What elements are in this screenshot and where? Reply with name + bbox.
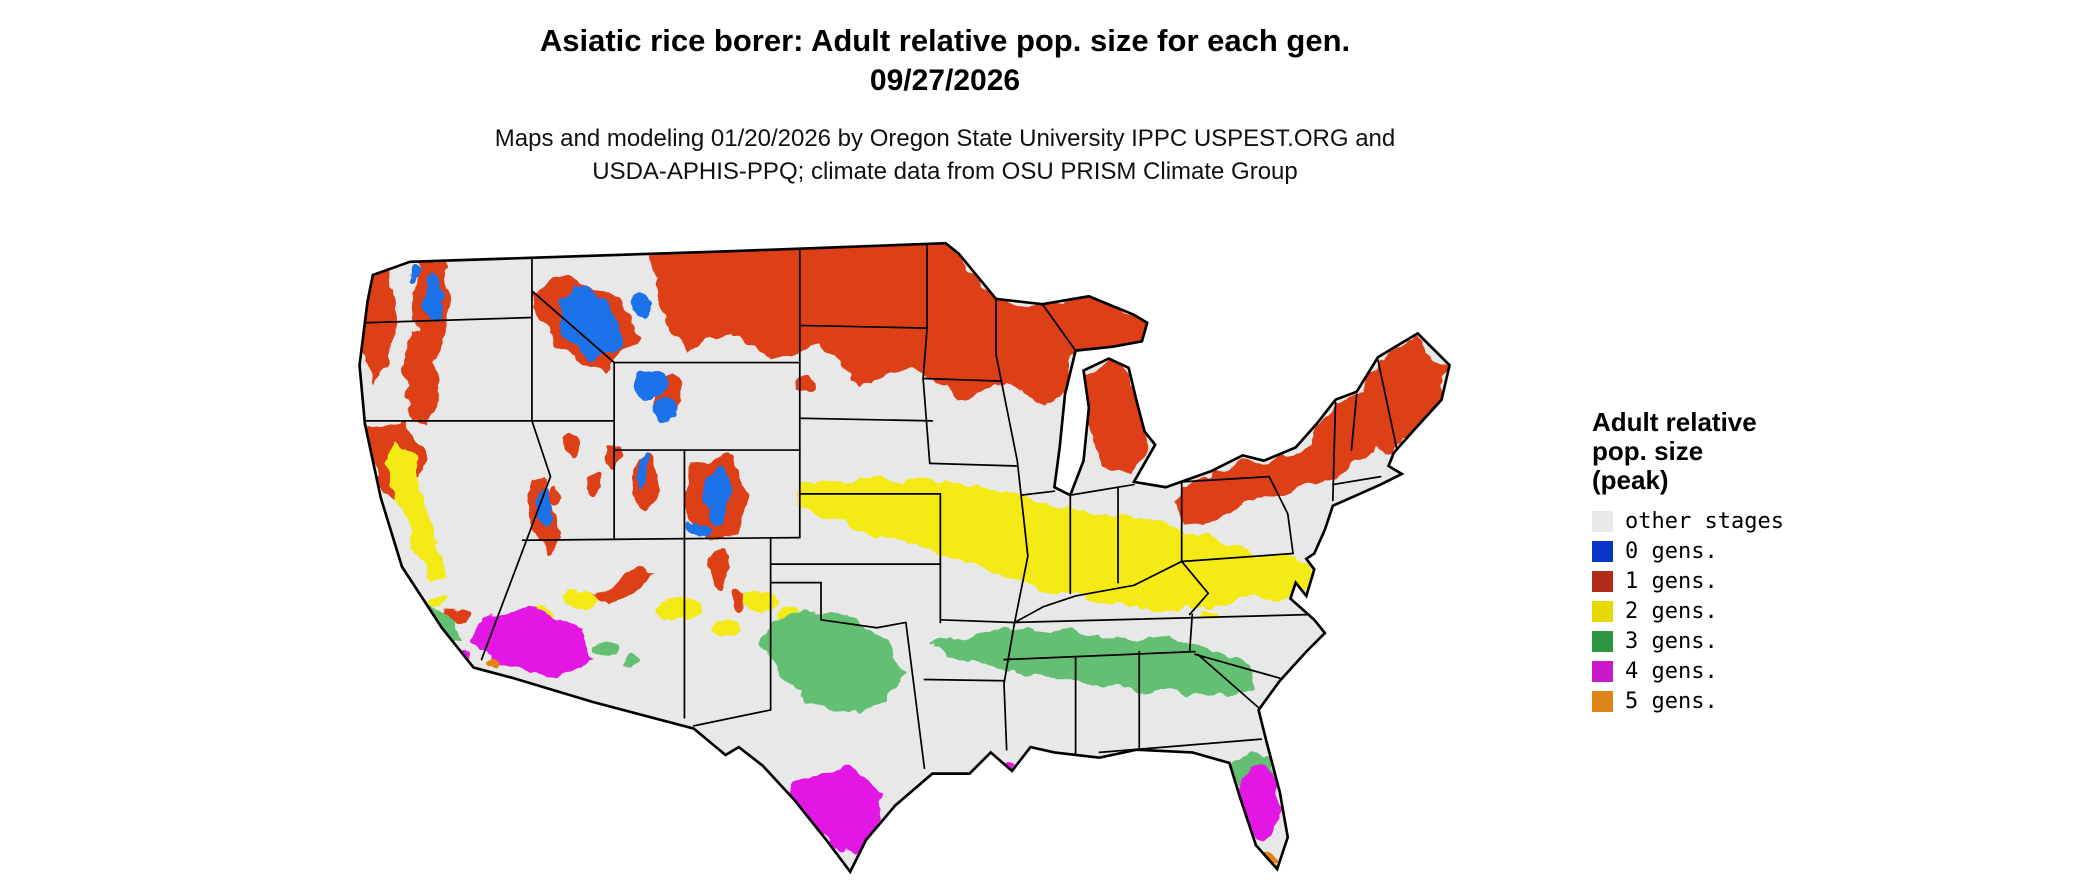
swatch-other-stages (1592, 511, 1613, 533)
state-borders (361, 243, 1398, 770)
map-zones (359, 243, 1447, 872)
swatch-1-gens (1592, 571, 1613, 593)
us-map (333, 222, 1553, 885)
legend-item-other-stages: other stages (1592, 509, 1892, 534)
legend-item-3-gens: 3 gens. (1592, 629, 1892, 654)
swatch-2-gens (1592, 601, 1613, 623)
map-date: 09/27/2026 (869, 63, 1021, 97)
swatch-4-gens (1592, 661, 1613, 683)
legend-item-4-gens: 4 gens. (1592, 659, 1892, 684)
swatch-3-gens (1592, 631, 1613, 653)
legend: Adult relative pop. size (peak) other st… (1592, 407, 1892, 719)
zone-0-gen (407, 267, 730, 535)
map-land (359, 243, 1450, 872)
legend-item-2-gens: 2 gens. (1592, 599, 1892, 624)
legend-item-5-gens: 5 gens. (1592, 689, 1892, 714)
credit-line-1: Maps and modeling 01/20/2026 by Oregon S… (494, 124, 1396, 152)
us-map-svg (358, 241, 1451, 874)
legend-title: Adult relative pop. size (peak) (1592, 407, 1757, 496)
map-credits: Maps and modeling 01/20/2026 by Oregon S… (0, 122, 1890, 188)
map-title: Asiatic rice borer: Adult relative pop. … (539, 23, 1351, 58)
map-header: Asiatic rice borer: Adult relative pop. … (0, 22, 1890, 188)
zone-2-gen (386, 439, 1309, 638)
swatch-0-gens (1592, 541, 1613, 563)
legend-item-0-gens: 0 gens. (1592, 539, 1892, 564)
credit-line-2: USDA-APHIS-PPQ; climate data from OSU PR… (592, 157, 1298, 185)
swatch-5-gens (1592, 691, 1613, 713)
legend-item-1-gens: 1 gens. (1592, 569, 1892, 594)
